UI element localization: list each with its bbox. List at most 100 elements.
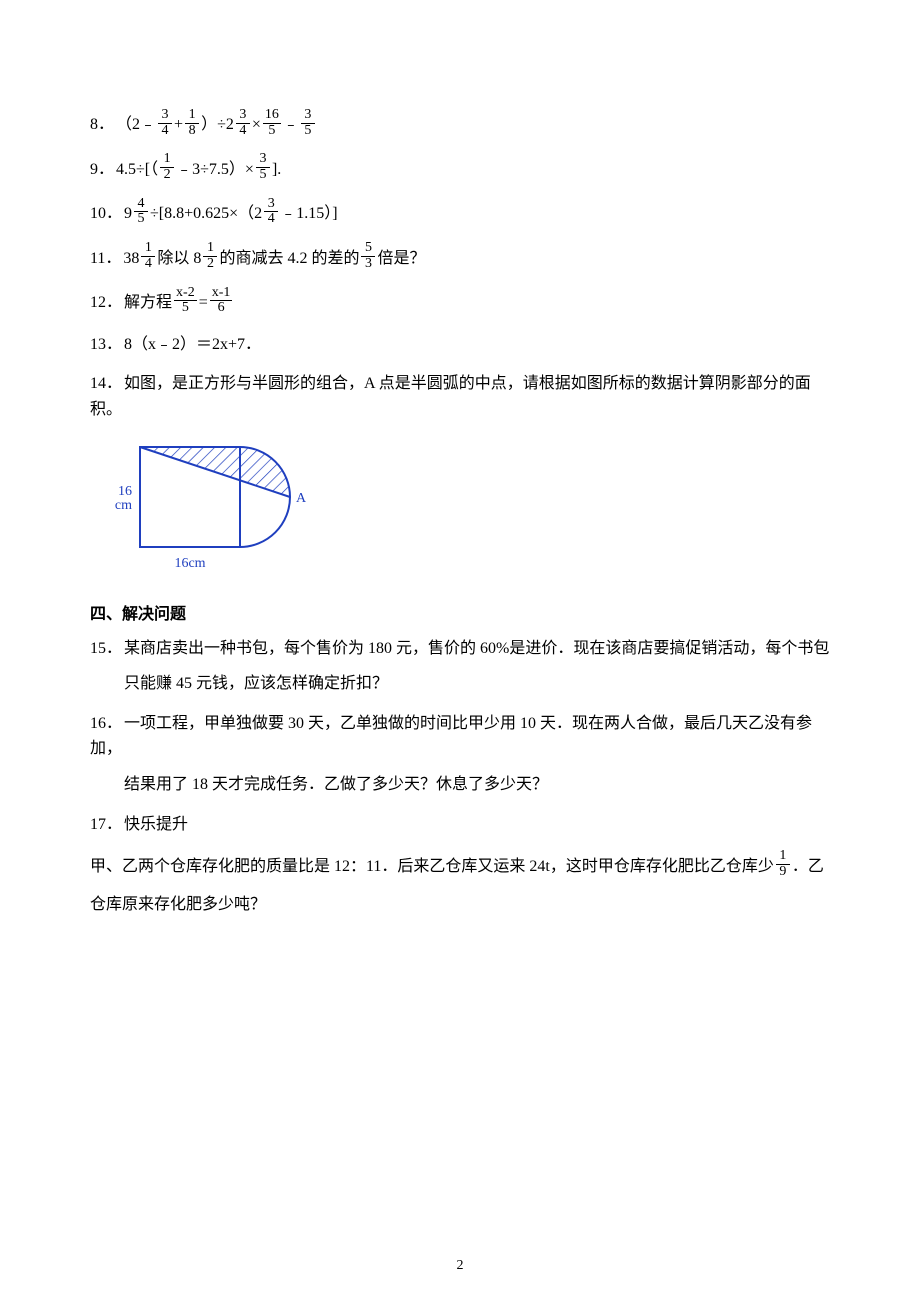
numerator: 5 xyxy=(361,241,375,257)
denominator: 5 xyxy=(134,212,148,227)
question-number: 13． xyxy=(90,332,122,358)
text: ﹣1.15）] xyxy=(280,201,337,227)
numerator: 4 xyxy=(134,197,148,213)
question-17-body: 甲、乙两个仓库存化肥的质量比是 12：11．后来乙仓库又运来 24t，这时甲仓库… xyxy=(90,851,830,917)
numerator: 3 xyxy=(256,152,270,168)
numerator: 1 xyxy=(185,108,199,124)
denominator: 5 xyxy=(256,168,270,183)
page: 8． （2﹣ 3 4 + 1 8 ）÷2 3 4 × 16 5 ﹣ 3 5 9．… xyxy=(0,0,920,1302)
question-number: 12． xyxy=(90,290,122,316)
question-13: 13． 8（x﹣2）＝2x+7． xyxy=(90,332,830,358)
numerator: x-2 xyxy=(174,286,197,302)
figure-svg: 16cm 16cm A xyxy=(100,437,330,577)
numerator: 1 xyxy=(203,241,217,257)
question-8: 8． （2﹣ 3 4 + 1 8 ）÷2 3 4 × 16 5 ﹣ 3 5 xyxy=(90,110,830,140)
fraction: 3 4 xyxy=(264,197,278,227)
fraction: 3 4 xyxy=(158,108,172,138)
question-16: 16．一项工程，甲单独做要 30 天，乙单独做的时间比甲少用 10 天．现在两人… xyxy=(90,711,830,798)
question-number: 16． xyxy=(90,715,122,732)
text: 快乐提升 xyxy=(124,812,188,838)
fraction: x-1 6 xyxy=(210,286,233,316)
text: 倍是？ xyxy=(377,246,425,272)
fraction: 1 8 xyxy=(185,108,199,138)
text: 8（x﹣2）＝2x+7． xyxy=(124,332,261,358)
text: × xyxy=(252,112,261,138)
page-number: 2 xyxy=(0,1258,920,1274)
fraction: 1 2 xyxy=(203,241,217,271)
text: 4.5÷[（ xyxy=(116,157,158,183)
text: = xyxy=(199,290,208,316)
fraction: 1 9 xyxy=(776,849,790,879)
question-10: 10． 9 4 5 ÷[8.8+0.625×（2 3 4 ﹣1.15）] xyxy=(90,199,830,229)
numerator: 3 xyxy=(158,108,172,124)
denominator: 6 xyxy=(214,301,228,316)
numerator: 3 xyxy=(301,108,315,124)
fraction: x-2 5 xyxy=(174,286,197,316)
denominator: 2 xyxy=(203,257,217,272)
numerator: x-1 xyxy=(210,286,233,302)
text: + xyxy=(174,112,183,138)
question-number: 11． xyxy=(90,246,121,272)
fraction: 3 5 xyxy=(256,152,270,182)
question-17: 17． 快乐提升 xyxy=(90,812,830,838)
fraction: 16 5 xyxy=(263,108,281,138)
text: 一项工程，甲单独做要 30 天，乙单独做的时间比甲少用 10 天．现在两人合做，… xyxy=(90,715,812,758)
svg-text:16: 16 xyxy=(118,484,132,499)
question-number: 9． xyxy=(90,157,114,183)
denominator: 2 xyxy=(160,168,174,183)
text: 只能赚 45 元钱，应该怎样确定折扣？ xyxy=(124,671,830,697)
denominator: 4 xyxy=(141,257,155,272)
question-number: 8． xyxy=(90,112,114,138)
numerator: 1 xyxy=(776,849,790,865)
figure-q14: 16cm 16cm A xyxy=(100,437,830,582)
question-number: 10． xyxy=(90,201,122,227)
denominator: 4 xyxy=(236,124,250,139)
question-9: 9． 4.5÷[（ 1 2 ﹣3÷7.5）× 3 5 ]. xyxy=(90,154,830,184)
numerator: 1 xyxy=(160,152,174,168)
text: 38 xyxy=(123,246,139,272)
text: 除以 8 xyxy=(157,246,201,272)
text: ]. xyxy=(272,157,281,183)
question-14: 14．如图，是正方形与半圆形的组合，A 点是半圆弧的中点，请根据如图所标的数据计… xyxy=(90,371,830,422)
question-number: 15． xyxy=(90,640,122,657)
text: ．乙 xyxy=(792,854,824,880)
question-15: 15．某商店卖出一种书包，每个售价为 180 元，售价的 60%是进价．现在该商… xyxy=(90,636,830,697)
denominator: 4 xyxy=(264,212,278,227)
denominator: 4 xyxy=(158,124,172,139)
text: 结果用了 18 天才完成任务．乙做了多少天？休息了多少天？ xyxy=(124,772,830,798)
svg-text:16cm: 16cm xyxy=(174,556,205,571)
text: （2﹣ xyxy=(116,112,156,138)
denominator: 5 xyxy=(265,124,279,139)
question-number: 14． xyxy=(90,375,122,392)
denominator: 5 xyxy=(301,124,315,139)
numerator: 16 xyxy=(263,108,281,124)
fraction: 5 3 xyxy=(361,241,375,271)
denominator: 3 xyxy=(361,257,375,272)
question-12: 12． 解方程 x-2 5 = x-1 6 xyxy=(90,288,830,318)
question-number: 17． xyxy=(90,812,122,838)
text: 如图，是正方形与半圆形的组合，A 点是半圆弧的中点，请根据如图所标的数据计算阴影… xyxy=(90,375,811,418)
text: ﹣3÷7.5）× xyxy=(176,157,254,183)
text: 解方程 xyxy=(124,290,172,316)
fraction: 3 5 xyxy=(301,108,315,138)
svg-text:cm: cm xyxy=(115,498,132,513)
text: 仓库原来存化肥多少吨？ xyxy=(90,892,830,918)
text: ）÷2 xyxy=(201,112,234,138)
section-4-title: 四、解决问题 xyxy=(90,600,830,624)
text: 的商减去 4.2 的差的 xyxy=(219,246,359,272)
fraction: 1 2 xyxy=(160,152,174,182)
text: 甲、乙两个仓库存化肥的质量比是 12：11．后来乙仓库又运来 24t，这时甲仓库… xyxy=(90,854,774,880)
numerator: 1 xyxy=(141,241,155,257)
denominator: 5 xyxy=(178,301,192,316)
text: 某商店卖出一种书包，每个售价为 180 元，售价的 60%是进价．现在该商店要搞… xyxy=(124,640,829,657)
denominator: 9 xyxy=(776,865,790,880)
denominator: 8 xyxy=(185,124,199,139)
fraction: 3 4 xyxy=(236,108,250,138)
question-11: 11． 38 1 4 除以 8 1 2 的商减去 4.2 的差的 5 3 倍是？ xyxy=(90,243,830,273)
svg-text:A: A xyxy=(296,491,307,506)
text: ﹣ xyxy=(283,112,299,138)
numerator: 3 xyxy=(236,108,250,124)
fraction: 1 4 xyxy=(141,241,155,271)
text: 9 xyxy=(124,201,132,227)
text: ÷[8.8+0.625×（2 xyxy=(150,201,262,227)
